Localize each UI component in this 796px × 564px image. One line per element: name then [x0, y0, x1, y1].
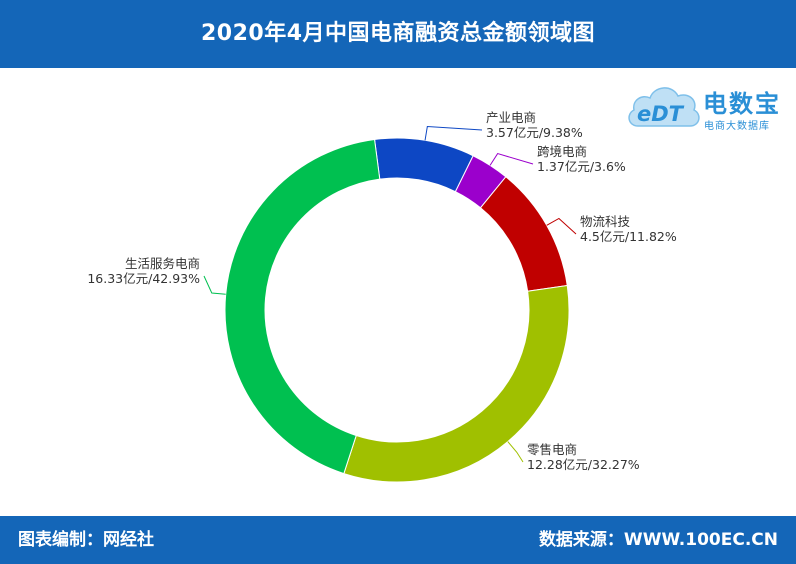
- leader-line-1: [489, 152, 534, 166]
- logo-tagline: 电商大数据库: [704, 121, 770, 132]
- leader-line-0: [424, 125, 483, 141]
- slice-value-label-2: 4.5亿元/11.82%: [580, 229, 677, 244]
- donut-slices: [224, 137, 570, 483]
- slice-value-label-4: 16.33亿元/42.93%: [87, 271, 200, 286]
- footer-bar: 图表编制：网经社 数据来源：WWW.100EC.CN: [0, 516, 796, 564]
- slice-name-4: 生活服务电商: [125, 256, 200, 271]
- slice-value-label-1: 1.37亿元/3.6%: [537, 159, 626, 174]
- slice-name-0: 产业电商: [486, 110, 536, 125]
- logo-name: 电数宝: [703, 90, 781, 118]
- leader-line-4: [203, 275, 226, 295]
- page-title: 2020年4月中国电商融资总金额领域图: [200, 21, 596, 46]
- slice-0: [373, 137, 474, 193]
- slice-name-2: 物流科技: [580, 214, 631, 229]
- header-bar: 2020年4月中国电商融资总金额领域图: [0, 0, 796, 68]
- leader-lines: [203, 125, 577, 463]
- logo: eDT 电数宝 电商大数据库: [624, 76, 794, 136]
- slice-4: [224, 138, 381, 475]
- slice-2: [479, 176, 568, 292]
- slice-name-1: 跨境电商: [537, 144, 587, 159]
- leader-line-3: [507, 441, 524, 463]
- slice-name-3: 零售电商: [527, 442, 577, 457]
- chart-compiler: 图表编制：网经社: [18, 530, 154, 550]
- leader-line-2: [546, 217, 577, 235]
- data-source: 数据来源：WWW.100EC.CN: [538, 530, 778, 550]
- slice-value-label-3: 12.28亿元/32.27%: [527, 457, 640, 472]
- slice-value-label-0: 3.57亿元/9.38%: [486, 125, 583, 140]
- logo-mark: eDT: [637, 102, 685, 126]
- cloud-logo-icon: eDT: [628, 87, 700, 127]
